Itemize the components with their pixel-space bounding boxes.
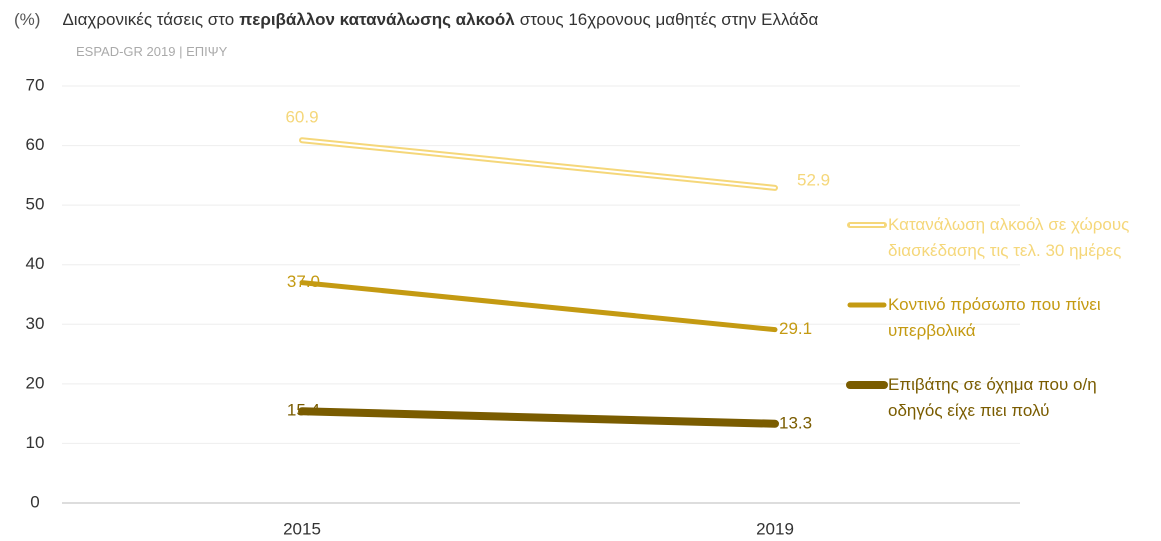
x-tick-label: 2019 (756, 519, 794, 538)
title-bold: περιβάλλον κατανάλωσης αλκοόλ (239, 10, 515, 29)
y-tick-label: 0 (30, 492, 39, 511)
value-label: 15.4 (287, 401, 320, 420)
value-label: 29.1 (779, 319, 812, 338)
y-tick-label: 30 (26, 314, 45, 333)
title: στους 16χρονους μαθητές στην Ελλάδα (519, 10, 819, 29)
legend-entry: Επιβάτης σε όχημα που ο/η οδηγός είχε πι… (888, 375, 1097, 420)
title: Διαχρονικές τάσεις στο (62, 10, 235, 29)
series-line-inner (301, 139, 776, 189)
y-tick-label: 50 (26, 195, 45, 214)
value-label: 52.9 (797, 170, 830, 189)
y-tick-label: 60 (26, 135, 45, 154)
legend-entry: Κατανάλωση αλκοόλ σε χώρους διασκέδασης … (888, 215, 1130, 260)
value-label: 37.0 (287, 272, 320, 291)
y-tick-label: 10 (26, 433, 45, 452)
y-tick-label: 70 (26, 75, 45, 94)
value-label: 13.3 (779, 413, 812, 432)
value-label: 60.9 (285, 108, 318, 127)
series-line (298, 407, 779, 428)
y-tick-label: 20 (26, 373, 45, 392)
header: (%) Διαχρονικές τάσεις στο περιβάλλον κατα… (14, 10, 823, 30)
legend-entry: Κοντινό πρόσωπο που πίνει υπερβολικά (888, 295, 1101, 340)
y-unit: (%) (14, 10, 41, 29)
y-tick-label: 40 (26, 254, 45, 273)
x-tick-label: 2015 (283, 519, 321, 538)
subtitle: ESPAD-GR 2019 | ΕΠΙΨΥ (76, 44, 228, 59)
series-line (299, 280, 778, 333)
